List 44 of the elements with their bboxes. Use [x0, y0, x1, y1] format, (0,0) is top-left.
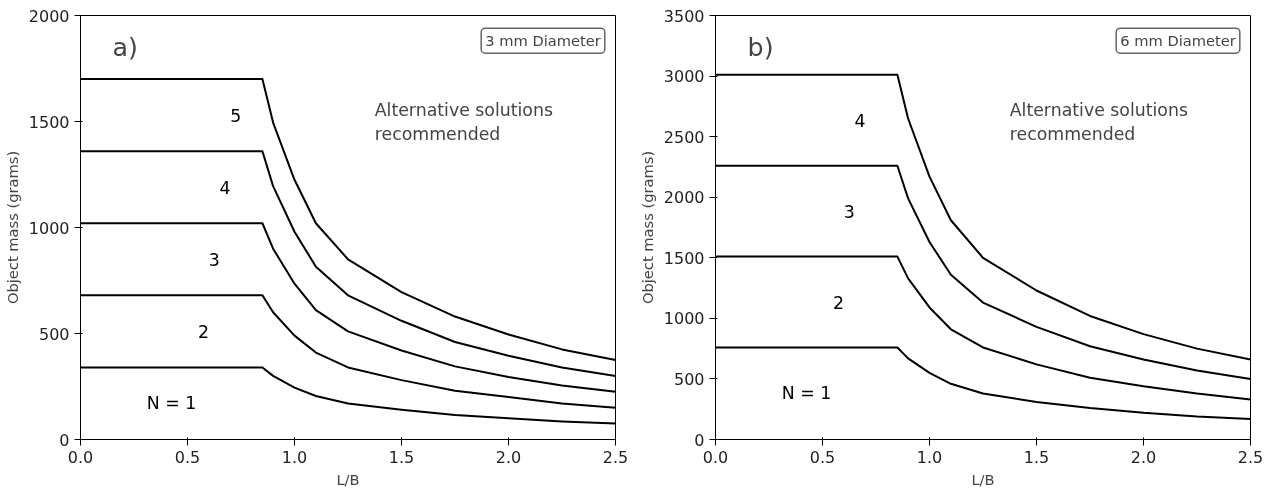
y-axis-title: Object mass (grams): [638, 150, 656, 305]
text: 2: [833, 292, 845, 313]
x-tick-label: 2.5: [602, 447, 629, 467]
x-tick-label: 2.0: [1130, 447, 1157, 467]
y-tick-label: 500: [38, 324, 70, 344]
x-tick-label: 0.5: [809, 447, 836, 467]
series-label: 4: [219, 177, 231, 198]
y-tick-label: 2500: [663, 127, 705, 147]
x-tick-label: 1.0: [281, 447, 308, 467]
series-label: 5: [230, 105, 242, 126]
x-tick-label: 2.5: [1237, 447, 1264, 467]
y-tick-label: 3500: [663, 6, 705, 26]
x-tick-label: 1.5: [388, 447, 415, 467]
annotation: Alternative solutions recommended: [374, 99, 553, 144]
text: a): [112, 32, 139, 63]
annotation: Alternative solutions recommended: [1009, 99, 1188, 144]
y-tick-label: 3000: [663, 67, 705, 87]
series-label: 3: [208, 249, 220, 270]
text: 3: [843, 201, 855, 222]
x-tick-label: 0.0: [67, 447, 94, 467]
y-axis-title: Object mass (grams): [3, 150, 21, 305]
x-axis-title: L/B: [971, 470, 995, 488]
text: N = 1: [781, 383, 832, 404]
y-tick-label: 2000: [28, 6, 70, 26]
series-label: 2: [198, 321, 210, 342]
y-tick-label: 1000: [663, 309, 705, 329]
y-tick-label: 500: [673, 369, 705, 389]
y-tick-label: 1500: [28, 112, 70, 132]
y-tick-label: 1500: [663, 248, 705, 268]
y-tick-label: 1000: [28, 218, 70, 238]
x-tick-label: 0.0: [702, 447, 729, 467]
y-tick-label: 0: [59, 430, 70, 450]
x-axis-title: L/B: [336, 470, 360, 488]
x-tick-label: 0.5: [174, 447, 201, 467]
text: b): [747, 32, 774, 63]
x-tick-label: 2.0: [495, 447, 522, 467]
annotation: 3 mm Diameter: [485, 32, 602, 50]
y-tick-label: 0: [694, 430, 705, 450]
series-label: N = 1: [146, 393, 197, 414]
y-tick-label: 2000: [663, 188, 705, 208]
text: 4: [854, 110, 866, 131]
x-tick-label: 1.5: [1023, 447, 1050, 467]
annotation: 6 mm Diameter: [1120, 32, 1237, 50]
x-tick-label: 1.0: [916, 447, 943, 467]
